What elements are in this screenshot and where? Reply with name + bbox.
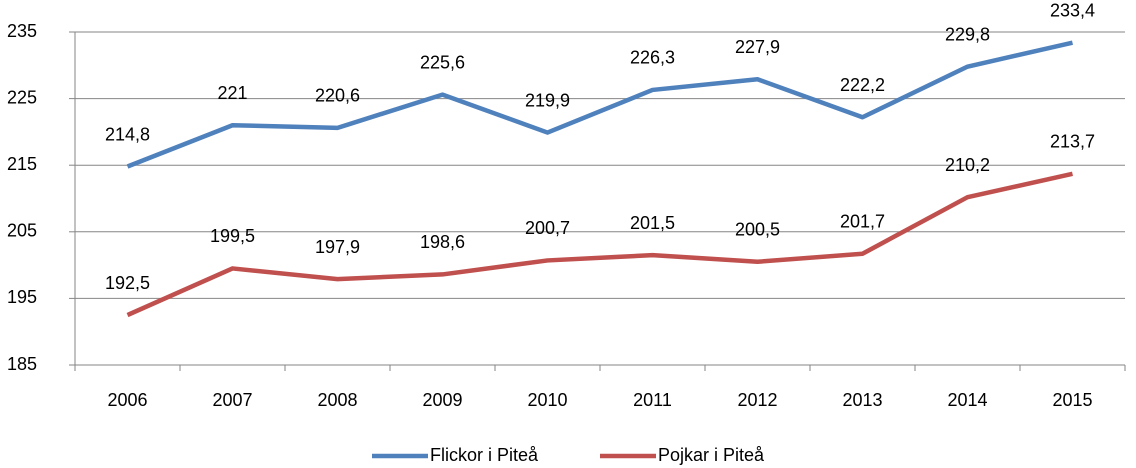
y-tick-label: 235 xyxy=(7,21,37,41)
data-label: 192,5 xyxy=(105,273,150,293)
x-tick-label: 2014 xyxy=(947,390,987,410)
data-label: 213,7 xyxy=(1050,132,1095,152)
data-label: 221 xyxy=(217,83,247,103)
y-tick-label: 195 xyxy=(7,287,37,307)
data-label: 214,8 xyxy=(105,124,150,144)
data-label: 225,6 xyxy=(420,52,465,72)
data-label: 198,6 xyxy=(420,232,465,252)
series-line xyxy=(126,40,1074,169)
data-label: 197,9 xyxy=(315,237,360,257)
y-tick-label: 225 xyxy=(7,87,37,107)
y-tick-label: 185 xyxy=(7,354,37,374)
legend-label: Pojkar i Piteå xyxy=(658,445,765,465)
x-tick-label: 2015 xyxy=(1052,390,1092,410)
x-tick-label: 2013 xyxy=(842,390,882,410)
data-label: 227,9 xyxy=(735,37,780,57)
data-label: 220,6 xyxy=(315,86,360,106)
x-tick-label: 2010 xyxy=(527,390,567,410)
data-label: 199,5 xyxy=(210,226,255,246)
data-label: 229,8 xyxy=(945,24,990,44)
data-label: 219,9 xyxy=(525,90,570,110)
y-tick-label: 215 xyxy=(7,154,37,174)
data-label: 200,5 xyxy=(735,220,780,240)
data-label: 201,5 xyxy=(630,213,675,233)
y-tick-label: 205 xyxy=(7,221,37,241)
data-label: 222,2 xyxy=(840,75,885,95)
data-label: 210,2 xyxy=(945,155,990,175)
legend-label: Flickor i Piteå xyxy=(430,445,539,465)
x-tick-label: 2008 xyxy=(317,390,357,410)
x-tick-label: 2007 xyxy=(212,390,252,410)
x-tick-label: 2012 xyxy=(737,390,777,410)
x-tick-label: 2011 xyxy=(633,390,672,410)
x-tick-label: 2006 xyxy=(107,390,147,410)
series-line xyxy=(126,171,1073,318)
data-label: 200,7 xyxy=(525,218,570,238)
data-label: 201,7 xyxy=(840,212,885,232)
x-tick-label: 2009 xyxy=(422,390,462,410)
data-label: 233,4 xyxy=(1050,0,1095,20)
data-label: 226,3 xyxy=(630,48,675,68)
